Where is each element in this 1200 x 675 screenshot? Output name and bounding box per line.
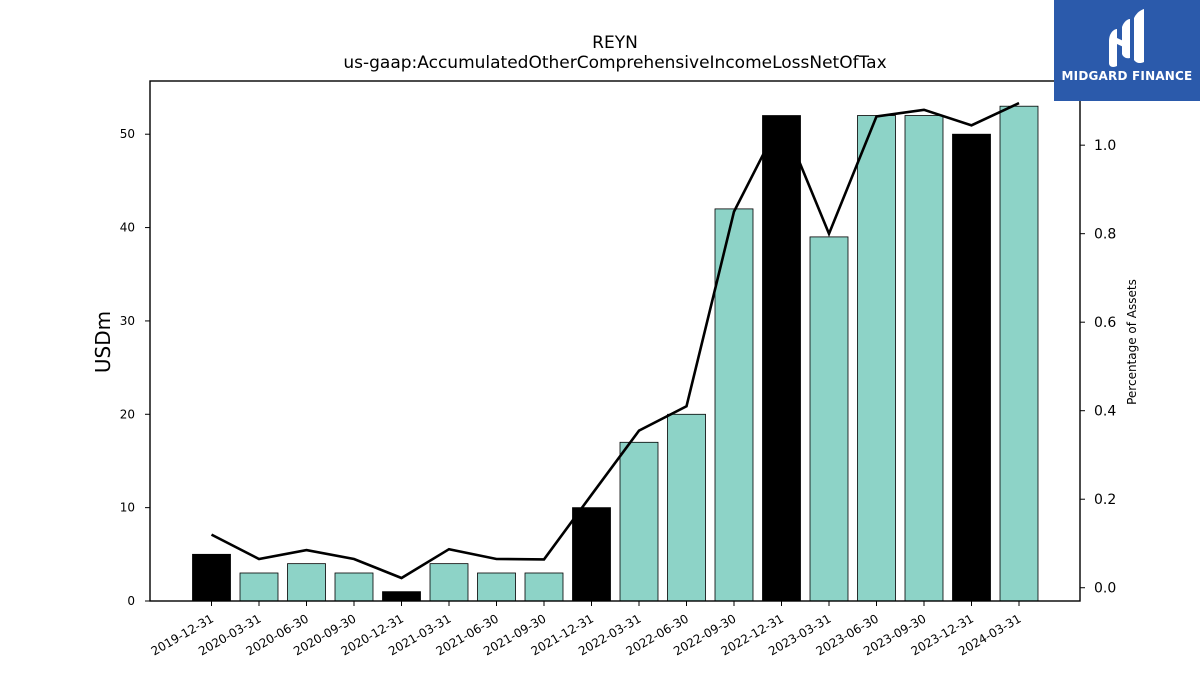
bar-2021-03-31	[429, 563, 469, 602]
midgard-logo-icon	[1109, 9, 1144, 67]
bar-2019-12-31	[192, 553, 231, 602]
percentage-line	[210, 101, 1020, 580]
y2-tick-label: 0.4	[1094, 404, 1116, 420]
bar-2021-09-30	[524, 572, 564, 602]
y-tick-label: 0	[127, 594, 135, 608]
plot-frame	[149, 80, 1081, 602]
y-axis-ticks: 0 10 20 30 40 50	[120, 127, 150, 608]
y-tick-label: 10	[120, 501, 135, 515]
y-axis-label: USDm	[91, 311, 115, 373]
bar-2023-06-30	[857, 115, 896, 602]
bar-2020-06-30	[287, 563, 326, 602]
chart-title: REYN	[592, 33, 638, 53]
bar-2023-03-31	[809, 236, 849, 602]
y2-tick-label: 0.0	[1094, 581, 1116, 597]
y-tick-label: 20	[120, 407, 135, 421]
bar-2020-03-31	[239, 572, 279, 602]
y2-tick-label: 0.6	[1094, 315, 1116, 331]
bars	[192, 105, 1039, 602]
bar-2023-09-30	[904, 115, 944, 602]
midgard-finance-logo: MIDGARD FINANCE	[1054, 0, 1200, 101]
bar-2024-03-31	[999, 105, 1039, 602]
logo-text: MIDGARD FINANCE	[1061, 69, 1193, 83]
x-axis-ticks: 2019-12-312020-03-312020-06-302020-09-30…	[149, 601, 1024, 658]
bar-2022-12-31	[762, 115, 801, 602]
bar-2022-09-30	[714, 208, 754, 602]
chart-subtitle: us-gaap:AccumulatedOtherComprehensiveInc…	[343, 53, 887, 73]
y2-tick-label: 1.0	[1094, 138, 1116, 154]
y2-axis-label: Percentage of Assets	[1125, 279, 1139, 405]
y-tick-label: 40	[120, 221, 135, 235]
bar-2023-12-31	[952, 133, 991, 602]
bar-2020-09-30	[334, 572, 374, 602]
y2-tick-label: 0.2	[1094, 492, 1116, 508]
bar-2021-12-31	[572, 507, 611, 602]
y-tick-label: 50	[120, 127, 135, 141]
bar-2020-12-31	[382, 591, 421, 602]
y2-axis-ticks: 0.0 0.2 0.4 0.6 0.8 1.0	[1080, 138, 1116, 597]
y2-tick-label: 0.8	[1094, 227, 1116, 243]
bar-2022-03-31	[619, 441, 659, 602]
bar-2021-06-30	[477, 572, 516, 602]
bar-2022-06-30	[667, 413, 706, 602]
y-tick-label: 30	[120, 314, 135, 328]
